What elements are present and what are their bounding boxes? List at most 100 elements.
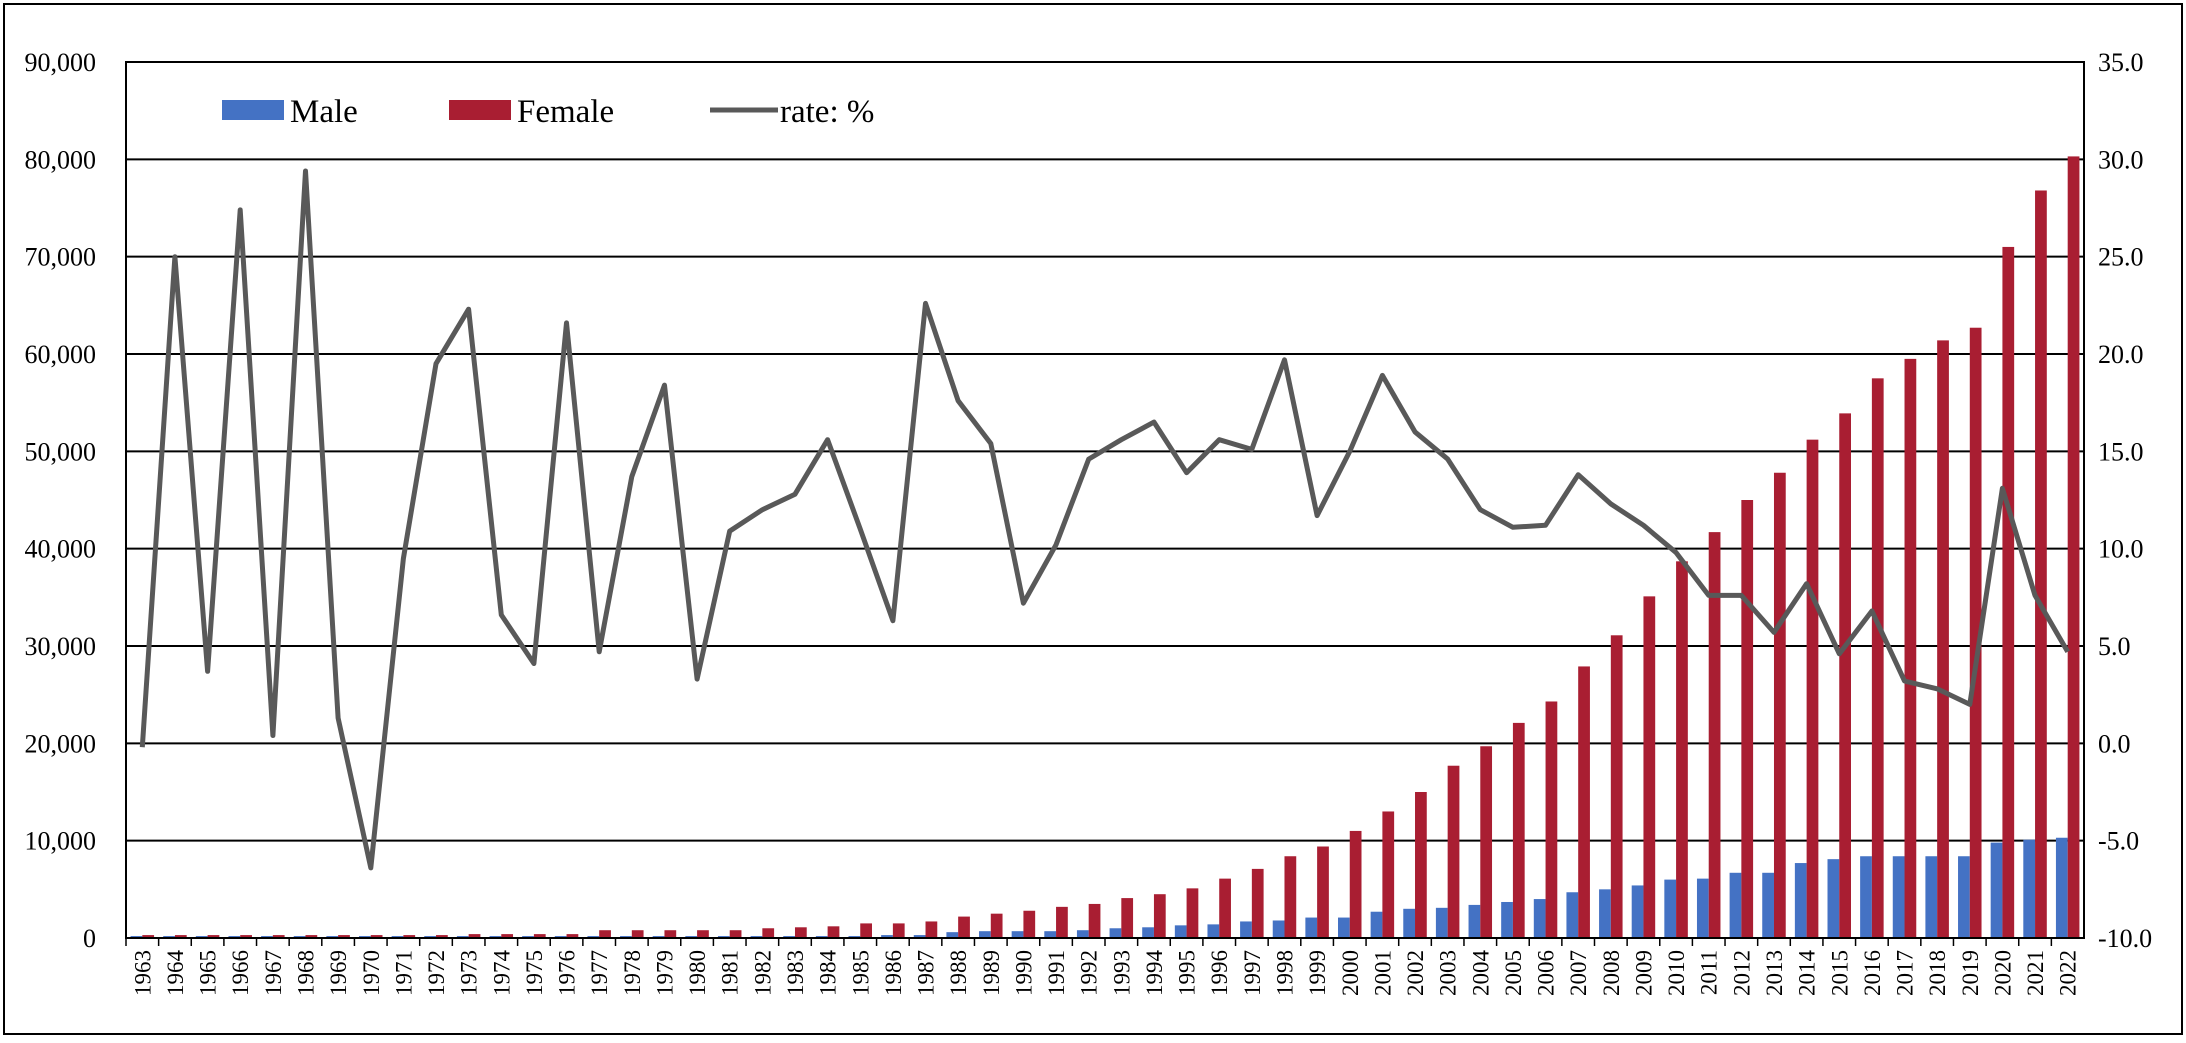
male-bar	[1827, 859, 1840, 938]
left-tick-label: 10,000	[25, 827, 97, 856]
right-tick-label: 15.0	[2098, 437, 2144, 466]
right-tick-label: -10.0	[2098, 924, 2152, 953]
female-bar	[1676, 561, 1688, 938]
x-tick-label: 2017	[1893, 950, 1918, 996]
female-bar	[958, 916, 970, 938]
male-bar	[1076, 930, 1089, 938]
female-bar	[892, 923, 905, 938]
left-tick-label: 90,000	[25, 48, 97, 77]
x-tick-label: 2014	[1795, 950, 1820, 997]
chart-border	[3, 3, 2183, 1035]
male-bar	[1142, 927, 1154, 938]
female-bar	[1708, 532, 1721, 938]
female-bar	[1023, 910, 1036, 938]
male-bar	[1631, 885, 1644, 938]
x-tick-label: 2003	[1436, 950, 1461, 996]
x-tick-label: 2022	[2056, 950, 2081, 996]
x-tick-label: 1982	[750, 950, 775, 996]
female-bar	[468, 934, 481, 938]
left-axis-ticks: 0 10,000 20,000 30,000 40,000 50,000 60,000 70,…	[25, 48, 97, 953]
x-tick-label: 1988	[946, 950, 971, 996]
x-tick-label: 2007	[1566, 950, 1591, 996]
left-tick-label: 0	[83, 924, 96, 953]
x-tick-label: 1981	[718, 950, 743, 996]
x-tick-label: 2001	[1370, 950, 1395, 996]
male-bar	[1860, 856, 1872, 938]
male-bar	[1370, 911, 1383, 938]
x-tick-label: 2012	[1729, 950, 1754, 996]
male-bar	[1729, 872, 1742, 938]
male-bar	[1044, 931, 1057, 938]
female-bar	[729, 930, 742, 938]
female-bar	[1969, 327, 1982, 939]
female-bar	[305, 935, 318, 938]
female-bar	[1153, 894, 1166, 938]
male-bar	[913, 935, 926, 938]
female-bar	[827, 926, 840, 938]
male-bar	[1696, 878, 1709, 938]
female-bar	[1643, 596, 1656, 938]
female-bar	[1545, 701, 1558, 938]
female-bar	[1284, 856, 1297, 938]
male-bar	[1892, 856, 1905, 938]
legend: Male Female rate: %	[222, 94, 874, 130]
left-tick-label: 60,000	[25, 340, 97, 369]
female-bar	[1415, 792, 1427, 938]
x-tick-label: 1968	[293, 950, 318, 996]
left-tick-label: 70,000	[25, 243, 97, 272]
male-bar	[1011, 931, 1024, 938]
x-tick-label: 2010	[1664, 950, 1689, 996]
x-tick-label: 2018	[1925, 950, 1950, 996]
x-tick-label: 1964	[163, 950, 188, 997]
female-bar	[2002, 246, 2015, 938]
x-tick-label: 1996	[1207, 950, 1232, 996]
x-tick-label: 2005	[1501, 950, 1526, 996]
x-tick-label: 1975	[522, 950, 547, 996]
x-axis-ticks: 1963 1964 1965 1966 1967 1968 1969 1970 1971 1972…	[125, 938, 2081, 997]
male-bar	[1272, 920, 1285, 938]
female-bar	[762, 928, 775, 938]
x-tick-label: 2006	[1534, 950, 1559, 996]
x-tick-label: 1974	[489, 950, 514, 997]
female-bar	[599, 930, 611, 938]
male-bar	[1958, 856, 1970, 938]
right-tick-label: 35.0	[2098, 48, 2144, 77]
male-bar	[1240, 921, 1252, 938]
female-bar	[697, 930, 709, 938]
male-bar	[1566, 892, 1579, 938]
x-tick-label: 1995	[1175, 950, 1200, 996]
male-bar	[1599, 889, 1611, 938]
x-tick-label: 1998	[1272, 950, 1297, 996]
female-bar	[794, 927, 807, 938]
legend-swatch-female	[449, 100, 511, 120]
x-tick-label: 2009	[1631, 950, 1656, 996]
right-tick-label: 25.0	[2098, 243, 2144, 272]
x-tick-label: 2011	[1697, 950, 1722, 995]
x-tick-label: 1966	[228, 950, 253, 996]
male-bar	[881, 935, 893, 938]
female-bar	[1839, 413, 1851, 939]
x-tick-label: 1963	[130, 950, 155, 996]
female-bar	[1447, 765, 1460, 938]
male-bar	[1501, 901, 1513, 938]
female-bar	[1773, 472, 1786, 938]
legend-swatch-male	[222, 100, 284, 120]
female-bar	[338, 935, 350, 938]
female-bar	[174, 935, 187, 938]
male-bar	[1174, 925, 1187, 938]
right-tick-label: 0.0	[2098, 729, 2131, 758]
male-bar	[1664, 879, 1677, 938]
female-bar	[1056, 906, 1068, 938]
female-bar	[1382, 811, 1395, 938]
x-tick-label: 1980	[685, 950, 710, 996]
legend-label: Male	[290, 94, 358, 130]
female-bar	[1512, 722, 1525, 938]
male-bar	[1533, 899, 1546, 938]
right-tick-label: 30.0	[2098, 145, 2144, 174]
female-bar	[860, 923, 872, 938]
male-bar	[1109, 928, 1122, 938]
left-tick-label: 30,000	[25, 632, 97, 661]
legend-label: Female	[517, 94, 614, 130]
x-tick-label: 1972	[424, 950, 449, 996]
